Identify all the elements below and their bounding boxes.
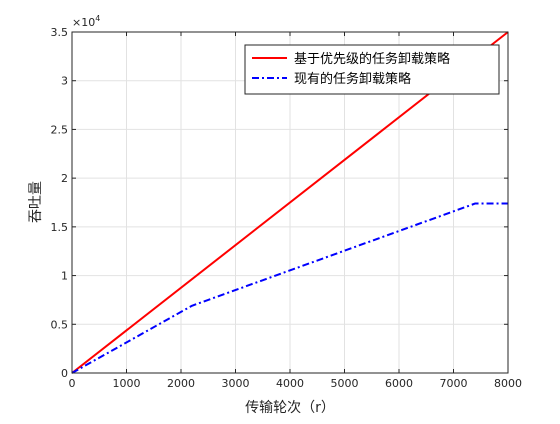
y-tick-label: 0: [61, 367, 68, 380]
y-tick-label: 3.5: [51, 26, 69, 39]
y-tick-label: 3: [61, 75, 68, 88]
x-tick-label: 2000: [167, 377, 195, 390]
axis-ticks: 0 1000 2000 3000 4000 5000 6000 7000 8000 0 0.5 1 1.…: [51, 26, 523, 390]
y-tick-label: 2: [61, 172, 68, 185]
legend-box: [244, 44, 500, 95]
x-tick-label: 1000: [113, 377, 141, 390]
x-tick-label: 3000: [222, 377, 250, 390]
y-axis-label: 吞吐量: [28, 181, 44, 223]
y-tick-label: 1.5: [51, 221, 69, 234]
legend-label-priority-strategy: 基于优先级的任务卸载策略: [294, 51, 450, 67]
x-tick-label: 8000: [494, 377, 522, 390]
x-tick-label: 7000: [440, 377, 468, 390]
y-axis-exponent: ×104: [72, 14, 100, 29]
legend-label-existing-strategy: 现有的任务卸载策略: [294, 71, 411, 87]
y-tick-label: 0.5: [51, 318, 69, 331]
x-axis-label: 传输轮次（r）: [245, 400, 335, 416]
x-tick-label: 4000: [276, 377, 304, 390]
x-tick-label: 0: [69, 377, 76, 390]
series-line-existing-strategy: [71, 202, 508, 374]
x-tick-label: 6000: [385, 377, 413, 390]
y-axis-exponent-power: 4: [95, 14, 100, 23]
legend: 基于优先级的任务卸载策略 现有的任务卸载策略: [244, 44, 500, 95]
grid-lines: [72, 32, 508, 373]
y-tick-label: 1: [61, 270, 68, 283]
x-tick-label: 5000: [331, 377, 359, 390]
y-tick-label: 2.5: [51, 123, 69, 136]
